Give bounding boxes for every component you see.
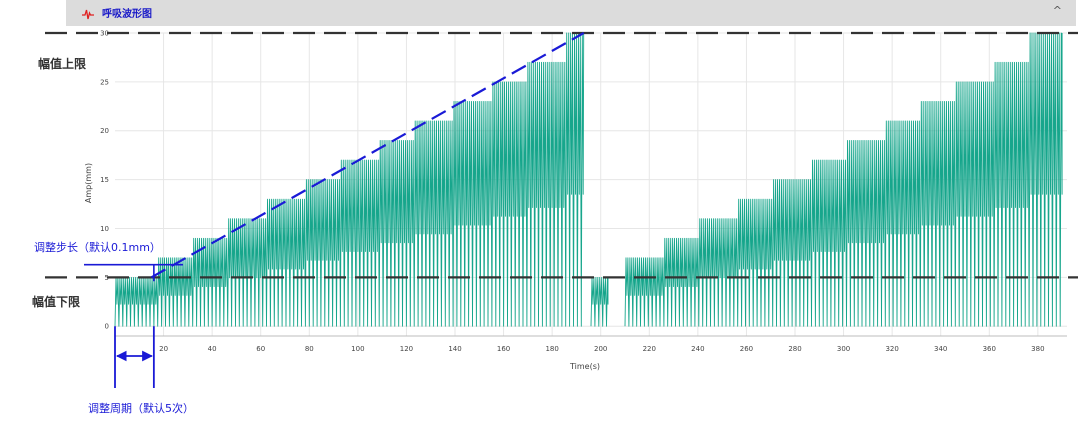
x-tick-label: 240	[691, 345, 704, 353]
x-tick-label: 340	[934, 345, 947, 353]
x-axis: 20 40 60 80 100 120 140 160 180 200 220 240 260 280 30…	[159, 345, 1044, 353]
step-trend	[84, 32, 585, 282]
x-tick-label: 320	[885, 345, 898, 353]
y-tick-label: 25	[100, 78, 109, 86]
y-tick-label: 10	[100, 225, 109, 233]
wave-segment	[114, 32, 585, 327]
wave-series	[114, 32, 1063, 327]
x-tick-label: 360	[983, 345, 996, 353]
x-tick-label: 100	[351, 345, 364, 353]
panel-header: 呼吸波形图 ^	[66, 0, 1076, 26]
x-tick-label: 60	[256, 345, 265, 353]
y-tick-label: 15	[100, 176, 109, 184]
wave-segment	[624, 32, 1063, 327]
trend-line	[150, 32, 585, 279]
y-tick-label: 30	[100, 30, 109, 38]
x-tick-label: 120	[400, 345, 413, 353]
lower-limit-label: 幅值下限	[32, 294, 80, 309]
y-tick-label: 20	[100, 127, 109, 135]
x-tick-label: 300	[837, 345, 850, 353]
step-label: 调整步长（默认0.1mm）	[34, 240, 161, 254]
panel-title: 呼吸波形图	[102, 9, 152, 20]
waveform-icon	[82, 5, 94, 24]
y-tick-label: 0	[105, 323, 109, 331]
y-axis: 0 5 10 15 20 25 30	[100, 30, 109, 331]
collapse-icon[interactable]: ^	[1052, 4, 1062, 17]
wave-segment	[590, 276, 609, 327]
x-tick-label: 80	[305, 345, 314, 353]
y-axis-label: Amp(mm)	[84, 163, 93, 203]
period-bracket	[114, 326, 155, 388]
x-tick-label: 220	[643, 345, 656, 353]
period-label: 调整周期（默认5次）	[88, 401, 194, 415]
x-tick-label: 140	[448, 345, 461, 353]
x-tick-label: 20	[159, 345, 168, 353]
x-tick-label: 200	[594, 345, 607, 353]
upper-limit-label: 幅值上限	[38, 56, 86, 71]
y-tick-label: 5	[105, 274, 109, 282]
x-tick-label: 160	[497, 345, 510, 353]
x-axis-label: Time(s)	[569, 362, 600, 371]
x-tick-label: 280	[788, 345, 801, 353]
x-tick-label: 180	[545, 345, 558, 353]
x-tick-label: 380	[1031, 345, 1044, 353]
limit-lines	[45, 31, 1078, 279]
x-tick-label: 40	[208, 345, 217, 353]
x-tick-label: 260	[740, 345, 753, 353]
